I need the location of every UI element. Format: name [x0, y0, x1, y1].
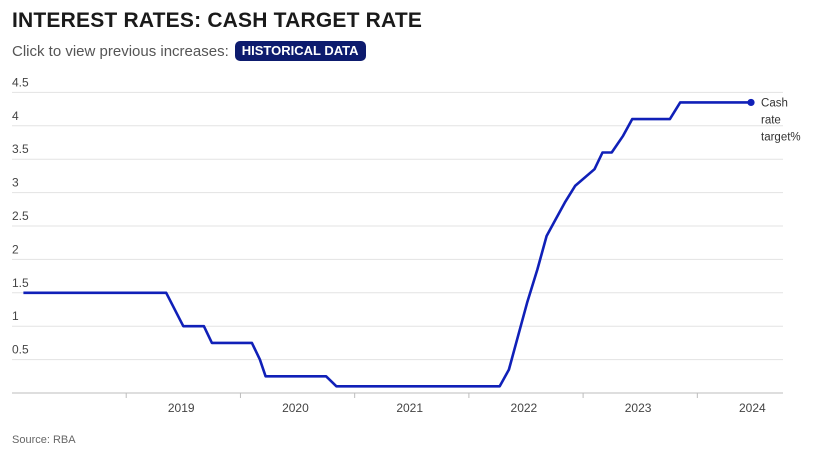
- y-tick-label: 4.5: [12, 75, 29, 89]
- chart-title: INTEREST RATES: CASH TARGET RATE: [12, 9, 423, 32]
- source-note: Source: RBA: [12, 434, 76, 446]
- grid-lines: [12, 91, 783, 361]
- x-axis-ticks: 2019 2020 2021 2022 2023 2024: [125, 393, 766, 415]
- y-tick-label: 2: [12, 242, 19, 256]
- series-line: [23, 101, 751, 388]
- x-tick-label: 2020: [282, 401, 309, 415]
- series-layer: Cash rate target%: [23, 97, 801, 388]
- y-tick-label: 2.5: [12, 209, 29, 223]
- x-tick-label: 2019: [168, 401, 195, 415]
- x-tick-label: 2022: [511, 401, 538, 415]
- series-label: Cash rate target%: [761, 97, 801, 143]
- y-tick-label: 3.5: [12, 142, 29, 156]
- x-tick-label: 2024: [739, 401, 766, 415]
- x-tick-label: 2021: [396, 401, 423, 415]
- series-end-point[interactable]: [747, 98, 755, 107]
- y-tick-label: 1: [12, 309, 19, 323]
- x-tick-label: 2023: [625, 401, 652, 415]
- historical-data-button[interactable]: HISTORICAL DATA: [234, 41, 366, 61]
- y-tick-label: 4: [12, 109, 19, 123]
- subtitle-row: Click to view previous increases: HISTOR…: [12, 41, 366, 61]
- y-axis-ticks: 0.5 1 1.5 2 2.5 3 3.5 4 4.5: [12, 75, 29, 356]
- y-tick-label: 0.5: [12, 343, 29, 357]
- subtitle-text: Click to view previous increases:: [12, 42, 229, 60]
- y-tick-label: 3: [12, 176, 19, 190]
- y-tick-label: 1.5: [12, 276, 29, 290]
